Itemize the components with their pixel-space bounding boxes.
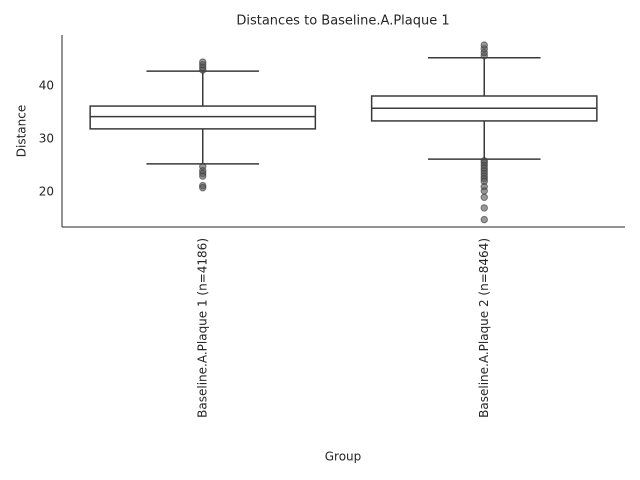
outlier: [199, 58, 207, 66]
outlier: [199, 184, 207, 192]
x-axis-label: Group: [325, 450, 362, 464]
box: [89, 105, 317, 130]
outlier: [480, 193, 488, 201]
outlier: [480, 215, 488, 224]
y-tick-label: 20: [39, 184, 54, 198]
y-tick-label: 40: [39, 78, 54, 92]
y-tick-label: 30: [39, 131, 54, 145]
y-axis-label: Distance: [15, 105, 29, 157]
x-tick-label: Baseline.A.Plaque 2 (n=8464): [477, 238, 491, 418]
x-tick-label: Baseline.A.Plaque 1 (n=4186): [195, 238, 209, 418]
outlier: [480, 204, 488, 212]
outlier: [480, 187, 488, 195]
outlier: [480, 41, 488, 49]
chart-title: Distances to Baseline.A.Plaque 1: [236, 14, 449, 29]
outlier: [199, 172, 207, 180]
